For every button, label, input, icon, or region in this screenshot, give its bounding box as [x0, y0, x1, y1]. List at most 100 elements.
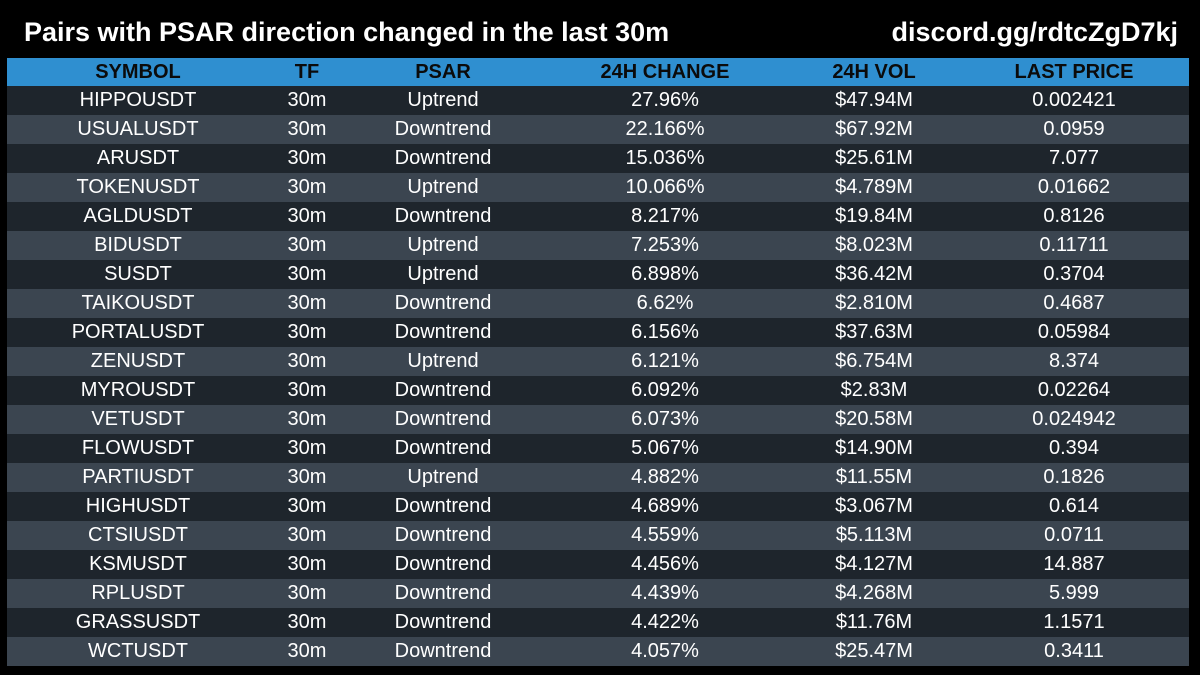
symbol-cell: WCTUSDT [7, 637, 269, 666]
volume-cell: $11.76M [789, 608, 959, 637]
symbol-cell: TOKENUSDT [7, 173, 269, 202]
symbol-cell: FLOWUSDT [7, 434, 269, 463]
volume-cell: $4.789M [789, 173, 959, 202]
change-cell: 4.422% [541, 608, 789, 637]
table-row: SUSDT 30m Uptrend 6.898% $36.42M 0.3704 [7, 260, 1189, 289]
psar-cell: Downtrend [345, 637, 541, 666]
volume-cell: $47.94M [789, 86, 959, 115]
change-cell: 6.073% [541, 405, 789, 434]
psar-cell: Downtrend [345, 608, 541, 637]
table-row: HIGHUSDT 30m Downtrend 4.689% $3.067M 0.614 [7, 492, 1189, 521]
table-row: HIPPOUSDT 30m Uptrend 27.96% $47.94M 0.002421 [7, 86, 1189, 115]
column-header-last-price: LAST PRICE [959, 58, 1189, 86]
change-cell: 4.439% [541, 579, 789, 608]
price-cell: 0.8126 [959, 202, 1189, 231]
timeframe-cell: 30m [269, 579, 345, 608]
price-cell: 0.4687 [959, 289, 1189, 318]
timeframe-cell: 30m [269, 550, 345, 579]
volume-cell: $4.127M [789, 550, 959, 579]
symbol-cell: VETUSDT [7, 405, 269, 434]
psar-cell: Downtrend [345, 434, 541, 463]
symbol-cell: PORTALUSDT [7, 318, 269, 347]
change-cell: 6.898% [541, 260, 789, 289]
timeframe-cell: 30m [269, 144, 345, 173]
change-cell: 4.456% [541, 550, 789, 579]
price-cell: 1.1571 [959, 608, 1189, 637]
psar-cell: Uptrend [345, 231, 541, 260]
volume-cell: $25.61M [789, 144, 959, 173]
symbol-cell: HIGHUSDT [7, 492, 269, 521]
volume-cell: $11.55M [789, 463, 959, 492]
price-cell: 5.999 [959, 579, 1189, 608]
psar-cell: Uptrend [345, 463, 541, 492]
volume-cell: $19.84M [789, 202, 959, 231]
change-cell: 6.62% [541, 289, 789, 318]
volume-cell: $36.42M [789, 260, 959, 289]
column-header-symbol: SYMBOL [7, 58, 269, 86]
change-cell: 6.092% [541, 376, 789, 405]
timeframe-cell: 30m [269, 463, 345, 492]
top-bar: Pairs with PSAR direction changed in the… [0, 0, 1200, 58]
price-cell: 0.002421 [959, 86, 1189, 115]
volume-cell: $5.113M [789, 521, 959, 550]
table-row: FLOWUSDT 30m Downtrend 5.067% $14.90M 0.394 [7, 434, 1189, 463]
symbol-cell: KSMUSDT [7, 550, 269, 579]
volume-cell: $67.92M [789, 115, 959, 144]
volume-cell: $8.023M [789, 231, 959, 260]
psar-cell: Downtrend [345, 115, 541, 144]
price-cell: 0.0959 [959, 115, 1189, 144]
timeframe-cell: 30m [269, 86, 345, 115]
psar-cell: Downtrend [345, 492, 541, 521]
volume-cell: $4.268M [789, 579, 959, 608]
volume-cell: $3.067M [789, 492, 959, 521]
table-row: ZENUSDT 30m Uptrend 6.121% $6.754M 8.374 [7, 347, 1189, 376]
psar-cell: Downtrend [345, 202, 541, 231]
symbol-cell: USUALUSDT [7, 115, 269, 144]
table-row: RPLUSDT 30m Downtrend 4.439% $4.268M 5.999 [7, 579, 1189, 608]
table-row: TOKENUSDT 30m Uptrend 10.066% $4.789M 0.01662 [7, 173, 1189, 202]
price-cell: 0.614 [959, 492, 1189, 521]
psar-cell: Downtrend [345, 318, 541, 347]
timeframe-cell: 30m [269, 434, 345, 463]
pairs-table-container: SYMBOL TF PSAR 24H CHANGE 24H VOL LAST P… [7, 58, 1189, 666]
change-cell: 10.066% [541, 173, 789, 202]
price-cell: 14.887 [959, 550, 1189, 579]
symbol-cell: BIDUSDT [7, 231, 269, 260]
symbol-cell: ZENUSDT [7, 347, 269, 376]
psar-cell: Uptrend [345, 86, 541, 115]
psar-cell: Uptrend [345, 260, 541, 289]
symbol-cell: RPLUSDT [7, 579, 269, 608]
table-row: KSMUSDT 30m Downtrend 4.456% $4.127M 14.887 [7, 550, 1189, 579]
change-cell: 22.166% [541, 115, 789, 144]
price-cell: 0.05984 [959, 318, 1189, 347]
table-header-row: SYMBOL TF PSAR 24H CHANGE 24H VOL LAST P… [7, 58, 1189, 86]
change-cell: 4.057% [541, 637, 789, 666]
volume-cell: $20.58M [789, 405, 959, 434]
table-row: PARTIUSDT 30m Uptrend 4.882% $11.55M 0.1826 [7, 463, 1189, 492]
timeframe-cell: 30m [269, 318, 345, 347]
change-cell: 4.689% [541, 492, 789, 521]
discord-link[interactable]: discord.gg/rdtcZgD7kj [891, 17, 1178, 47]
change-cell: 8.217% [541, 202, 789, 231]
volume-cell: $2.83M [789, 376, 959, 405]
timeframe-cell: 30m [269, 637, 345, 666]
psar-cell: Downtrend [345, 579, 541, 608]
symbol-cell: AGLDUSDT [7, 202, 269, 231]
psar-cell: Downtrend [345, 144, 541, 173]
table-row: ARUSDT 30m Downtrend 15.036% $25.61M 7.077 [7, 144, 1189, 173]
volume-cell: $2.810M [789, 289, 959, 318]
symbol-cell: TAIKOUSDT [7, 289, 269, 318]
psar-cell: Uptrend [345, 173, 541, 202]
table-row: MYROUSDT 30m Downtrend 6.092% $2.83M 0.02264 [7, 376, 1189, 405]
symbol-cell: HIPPOUSDT [7, 86, 269, 115]
symbol-cell: MYROUSDT [7, 376, 269, 405]
change-cell: 15.036% [541, 144, 789, 173]
table-row: GRASSUSDT 30m Downtrend 4.422% $11.76M 1.1571 [7, 608, 1189, 637]
timeframe-cell: 30m [269, 405, 345, 434]
psar-cell: Downtrend [345, 289, 541, 318]
column-header-psar: PSAR [345, 58, 541, 86]
table-row: VETUSDT 30m Downtrend 6.073% $20.58M 0.024942 [7, 405, 1189, 434]
psar-cell: Uptrend [345, 347, 541, 376]
timeframe-cell: 30m [269, 347, 345, 376]
column-header-24h-change: 24H CHANGE [541, 58, 789, 86]
